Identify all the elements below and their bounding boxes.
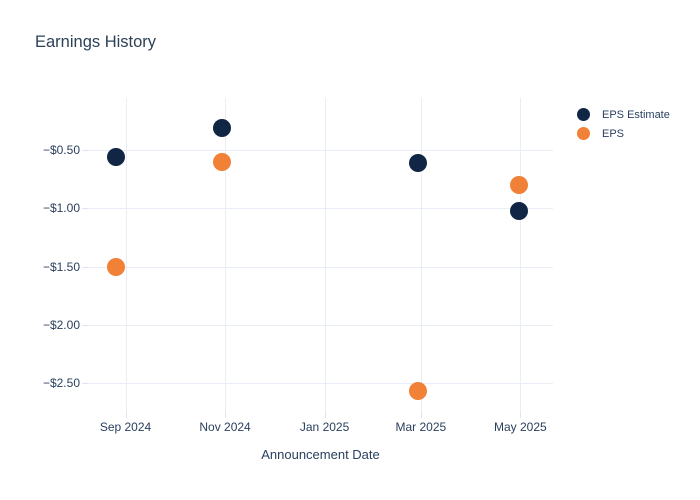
x-gridline	[225, 98, 227, 412]
x-tick-label: Nov 2024	[199, 420, 251, 434]
chart-title: Earnings History	[35, 33, 157, 51]
point-eps[interactable]	[212, 152, 231, 171]
point-eps-estimate[interactable]	[408, 154, 427, 173]
y-tick	[82, 324, 88, 326]
y-gridline	[88, 382, 553, 384]
y-tick-label: −$1.00	[42, 201, 80, 216]
x-gridline	[324, 98, 326, 412]
legend-label: EPS	[602, 127, 625, 140]
plot-area: Sep 2024 Nov 2024 Jan 2025 Mar 2025 May 2025…	[43, 98, 553, 434]
x-tick	[520, 412, 522, 418]
y-gridline	[88, 208, 553, 210]
y-gridline	[88, 266, 553, 268]
x-tick-label: Sep 2024	[99, 420, 152, 434]
x-tick-label: May 2025	[494, 420, 547, 434]
x-gridline	[420, 98, 422, 412]
x-tick-label: Jan 2025	[299, 420, 350, 434]
y-tick-label: −$2.50	[42, 375, 80, 390]
x-gridline	[125, 98, 127, 412]
point-eps-estimate[interactable]	[212, 119, 231, 138]
point-eps[interactable]	[509, 176, 528, 195]
legend-swatch-icon	[577, 127, 590, 140]
y-gridline	[88, 150, 553, 152]
y-tick	[82, 266, 88, 268]
point-eps[interactable]	[408, 382, 427, 401]
y-tick	[82, 150, 88, 152]
legend-label: EPS Estimate	[602, 108, 670, 121]
legend-item-eps-estimate[interactable]: EPS Estimate	[577, 105, 670, 124]
x-tick	[225, 412, 227, 418]
point-eps[interactable]	[106, 257, 125, 276]
point-eps-estimate[interactable]	[509, 201, 528, 220]
y-tick-label: −$0.50	[42, 143, 80, 158]
x-axis-title: Announcement Date	[261, 447, 380, 462]
y-gridline	[88, 324, 553, 326]
legend: EPS Estimate EPS	[577, 105, 670, 143]
x-gridline	[520, 98, 522, 412]
y-tick-label: −$1.50	[42, 259, 80, 274]
x-tick	[125, 412, 127, 418]
x-tick	[324, 412, 326, 418]
x-tick	[420, 412, 422, 418]
point-eps-estimate[interactable]	[106, 148, 125, 167]
y-tick	[82, 208, 88, 210]
legend-item-eps[interactable]: EPS	[577, 124, 670, 143]
y-tick	[82, 382, 88, 384]
y-tick-label: −$2.00	[42, 317, 80, 332]
x-tick-label: Mar 2025	[395, 420, 447, 434]
legend-swatch-icon	[577, 108, 590, 121]
